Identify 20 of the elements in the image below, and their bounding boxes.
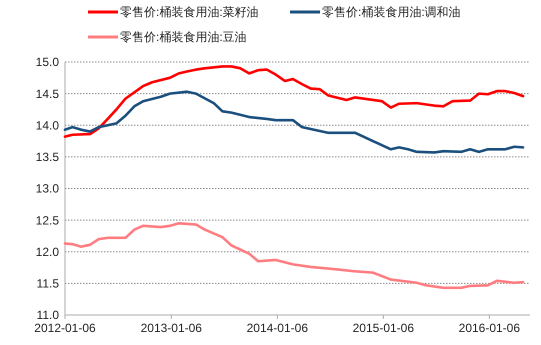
line-series — [64, 65, 524, 138]
legend-label: 零售价:桶装食用油:调和油 — [322, 5, 461, 20]
x-tick-label: 2012-01-06 — [34, 321, 96, 335]
x-tick-label: 2015-01-06 — [352, 321, 414, 335]
y-tick-label: 12.5 — [36, 213, 60, 228]
legend-label: 零售价:桶装食用油:菜籽油 — [120, 5, 259, 20]
x-tick-label: 2016-01-06 — [458, 321, 520, 335]
y-tick-label: 11.0 — [36, 308, 60, 322]
x-tick-label: 2014-01-06 — [246, 321, 308, 335]
y-tick-label: 13.0 — [36, 182, 60, 196]
y-tick-label: 14.0 — [36, 118, 60, 132]
y-tick-label: 14.5 — [36, 86, 60, 101]
line-series — [64, 90, 524, 154]
legend-label: 零售价:桶装食用油:豆油 — [120, 30, 247, 44]
y-tick-label: 12.0 — [36, 244, 60, 259]
y-tick-label: 11.5 — [36, 276, 60, 291]
y-tick-label: 13.5 — [36, 150, 60, 164]
y-tick-label: 15.0 — [36, 55, 60, 70]
x-tick-label: 2013-01-06 — [140, 321, 202, 335]
line-series — [64, 222, 524, 290]
